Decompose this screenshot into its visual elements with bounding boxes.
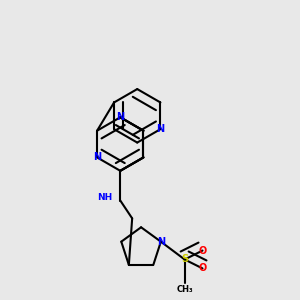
Text: O: O xyxy=(198,246,207,256)
Text: N: N xyxy=(93,152,101,162)
Text: N: N xyxy=(156,124,164,134)
Text: NH: NH xyxy=(98,193,113,202)
Text: N: N xyxy=(157,237,165,247)
Text: CH₃: CH₃ xyxy=(176,285,193,294)
Text: O: O xyxy=(198,263,207,273)
Text: N: N xyxy=(116,112,124,122)
Text: S: S xyxy=(181,254,188,265)
